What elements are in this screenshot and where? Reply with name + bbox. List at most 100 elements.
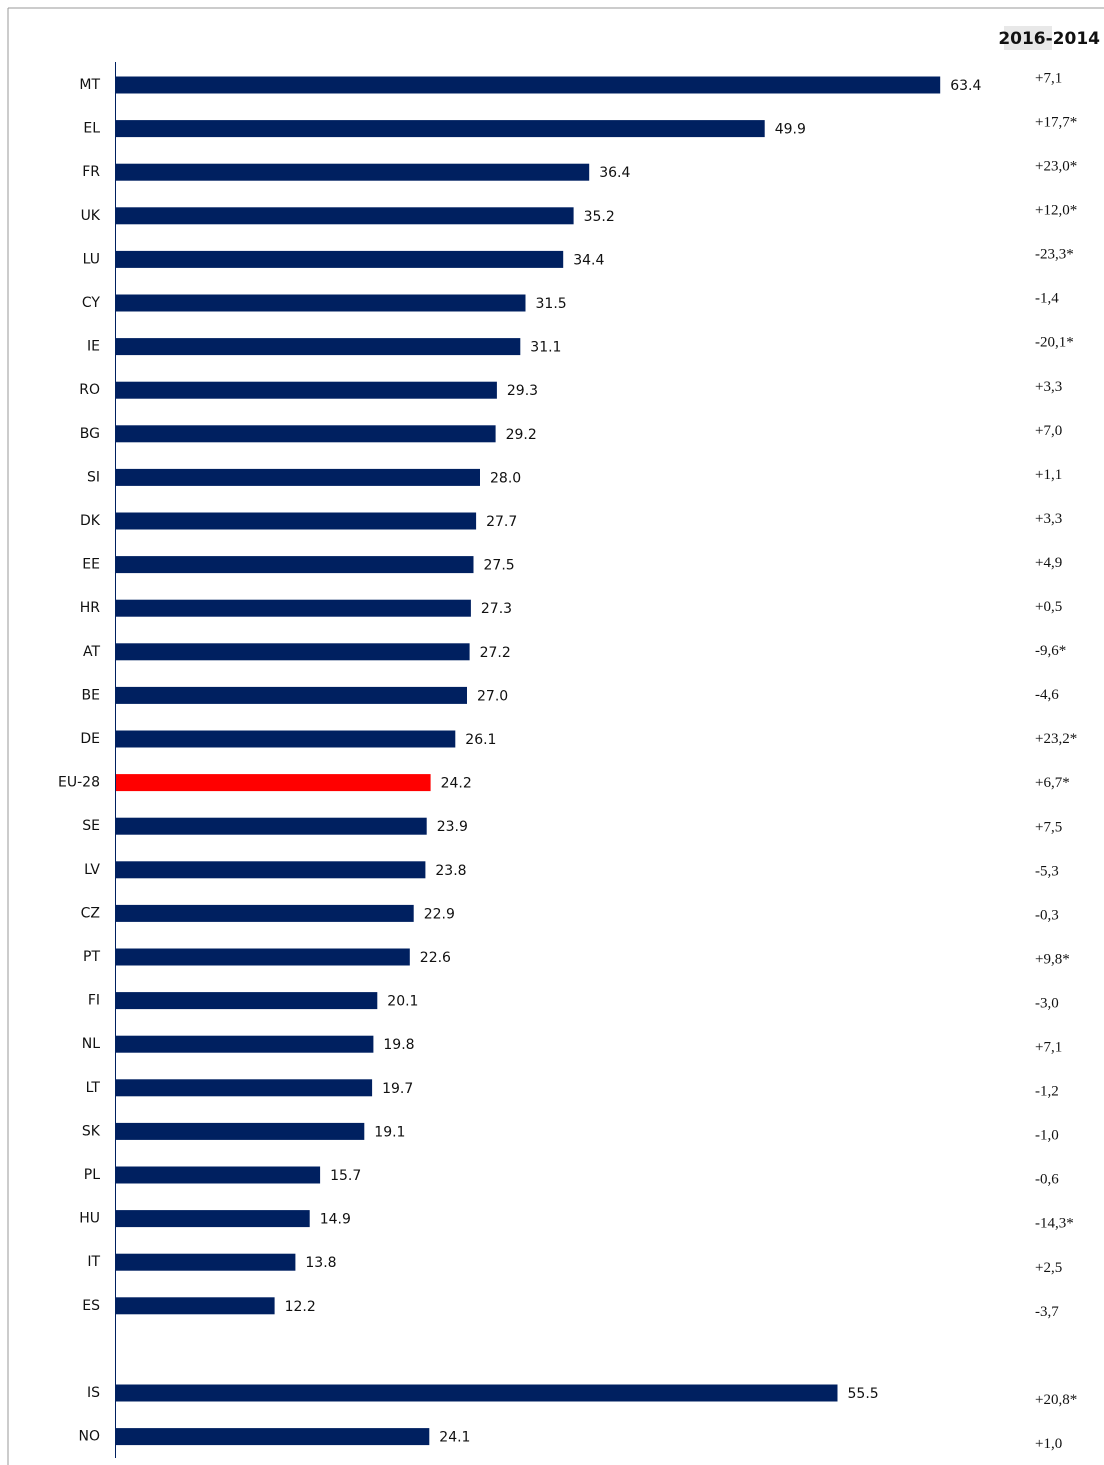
bar: [116, 556, 474, 574]
bar: [116, 207, 574, 225]
bar: [116, 948, 410, 966]
bar: [116, 512, 477, 530]
bar: [116, 730, 456, 748]
y-tick-label: LU: [83, 251, 100, 267]
change-label: +7,5: [1035, 819, 1062, 835]
y-tick-label: CY: [82, 295, 101, 311]
change-label: +23,2*: [1035, 731, 1077, 747]
bar: [116, 425, 496, 443]
change-label: +3,3: [1035, 511, 1062, 527]
change-label: +6,7*: [1035, 775, 1070, 791]
y-tick-label: FR: [82, 164, 100, 180]
bar: [116, 861, 426, 879]
bar: [116, 338, 521, 356]
change-label: -4,6: [1035, 687, 1059, 703]
change-label: +7,1: [1035, 70, 1062, 86]
bar: [116, 992, 378, 1010]
bar: [116, 163, 590, 181]
value-label: 27.2: [480, 645, 511, 661]
change-label: -0,6: [1035, 1172, 1059, 1188]
y-tick-label: NO: [79, 1429, 101, 1445]
header-highlight: [1004, 26, 1052, 50]
value-label: 24.1: [439, 1430, 470, 1446]
bar: [116, 1210, 310, 1228]
change-label: -20,1*: [1035, 335, 1074, 351]
value-label: 31.5: [536, 296, 567, 312]
y-tick-label: EE: [82, 557, 100, 573]
value-label: 55.5: [848, 1386, 879, 1402]
value-label: 29.2: [506, 427, 537, 443]
y-tick-label: EL: [83, 121, 100, 137]
change-label: +3,3: [1035, 379, 1062, 395]
bar: [116, 774, 431, 792]
change-label: +23,0*: [1035, 159, 1077, 175]
value-label: 31.1: [530, 340, 561, 356]
value-label: 24.2: [441, 776, 472, 792]
bar: [116, 1384, 838, 1402]
value-label: 19.7: [382, 1081, 413, 1097]
bar: [116, 294, 526, 312]
y-tick-label: IS: [87, 1385, 100, 1401]
bar: [116, 1166, 321, 1184]
y-tick-label: LV: [84, 862, 100, 878]
value-label: 23.8: [435, 863, 466, 879]
change-label: -1,2: [1035, 1084, 1059, 1100]
value-label: 63.4: [950, 78, 981, 94]
value-label: 14.9: [320, 1212, 351, 1228]
change-label: +9,8*: [1035, 951, 1070, 967]
change-label: -5,3: [1035, 863, 1059, 879]
bar: [116, 1035, 374, 1053]
y-tick-label: SI: [87, 469, 100, 485]
change-label: -23,3*: [1035, 247, 1074, 263]
y-tick-label: IT: [87, 1254, 100, 1270]
value-label: 23.9: [437, 819, 468, 835]
bar: [116, 1122, 365, 1140]
change-label: -14,3*: [1035, 1216, 1074, 1232]
y-tick-label: BE: [82, 687, 100, 703]
value-label: 29.3: [507, 383, 538, 399]
change-label: +7,1: [1035, 1040, 1062, 1056]
bar: [116, 1253, 296, 1271]
y-tick-label: SE: [82, 818, 100, 834]
value-label: 12.2: [285, 1299, 316, 1315]
bar: [116, 686, 467, 704]
bar: [116, 381, 497, 399]
value-label: 27.3: [481, 601, 512, 617]
change-label: +1,0: [1035, 1436, 1062, 1452]
bar: [116, 468, 480, 486]
bar: [116, 76, 941, 94]
y-tick-label: NL: [82, 1036, 100, 1052]
change-label: +0,5: [1035, 599, 1062, 615]
value-label: 27.7: [486, 514, 517, 530]
change-label: +17,7*: [1035, 114, 1077, 130]
value-label: 49.9: [775, 122, 806, 138]
bar: [116, 817, 427, 835]
y-tick-label: FI: [88, 993, 100, 1009]
change-label: -9,6*: [1035, 643, 1066, 659]
y-tick-label: RO: [79, 382, 100, 398]
bar: [116, 1428, 430, 1446]
change-label: +4,9: [1035, 555, 1062, 571]
value-label: 36.4: [599, 165, 630, 181]
y-tick-label: MT: [79, 77, 100, 93]
value-label: 34.4: [573, 252, 604, 268]
y-tick-label: AT: [83, 644, 100, 660]
value-label: 27.5: [484, 558, 515, 574]
bar: [116, 250, 564, 268]
y-tick-label: DE: [80, 731, 100, 747]
change-label: -0,3: [1035, 907, 1059, 923]
value-label: 20.1: [387, 994, 418, 1010]
y-tick-label: PT: [83, 949, 100, 965]
y-tick-label: EU-28: [58, 775, 100, 791]
y-tick-label: IE: [87, 339, 100, 355]
value-label: 22.6: [420, 950, 451, 966]
y-tick-label: HR: [80, 600, 101, 616]
value-label: 26.1: [465, 732, 496, 748]
bar: [116, 1297, 275, 1315]
change-label: +12,0*: [1035, 203, 1077, 219]
bar: [116, 904, 414, 922]
y-tick-label: ES: [82, 1298, 100, 1314]
y-tick-label: PL: [84, 1167, 100, 1183]
y-tick-label: HU: [79, 1211, 100, 1227]
